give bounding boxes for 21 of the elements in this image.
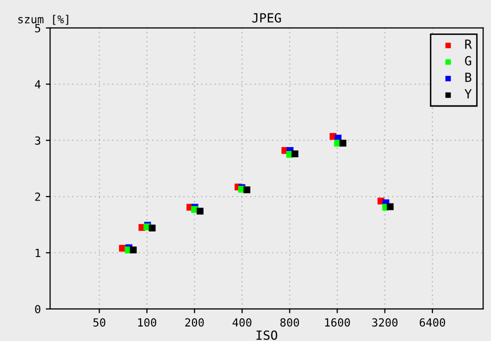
- legend-label: Y: [464, 89, 472, 98]
- x-tick-label: 3200: [372, 318, 398, 327]
- x-tick-label: 1600: [325, 318, 350, 327]
- chart-title: JPEG: [252, 13, 281, 23]
- y-axis-title: szum [%]: [18, 14, 68, 25]
- y-tick-label: 4: [34, 80, 41, 88]
- y-tick-label: 1: [36, 248, 40, 257]
- x-tick-label: 200: [185, 318, 204, 327]
- y-tick-label: 3: [35, 136, 40, 145]
- legend-label: R: [465, 40, 472, 49]
- y-tick-label: 2: [35, 192, 40, 201]
- x-tick-label: 6400: [420, 318, 446, 327]
- legend-label: B: [465, 72, 472, 82]
- y-tick-label: 0: [35, 304, 40, 314]
- x-tick-label: 400: [232, 318, 252, 327]
- x-axis-title: ISO: [256, 330, 278, 340]
- x-tick-label: 800: [280, 318, 299, 327]
- y-tick-label: 5: [35, 24, 40, 32]
- x-tick-label: 50: [93, 318, 106, 327]
- x-tick-label: 100: [138, 318, 156, 327]
- legend-label: G: [464, 56, 472, 66]
